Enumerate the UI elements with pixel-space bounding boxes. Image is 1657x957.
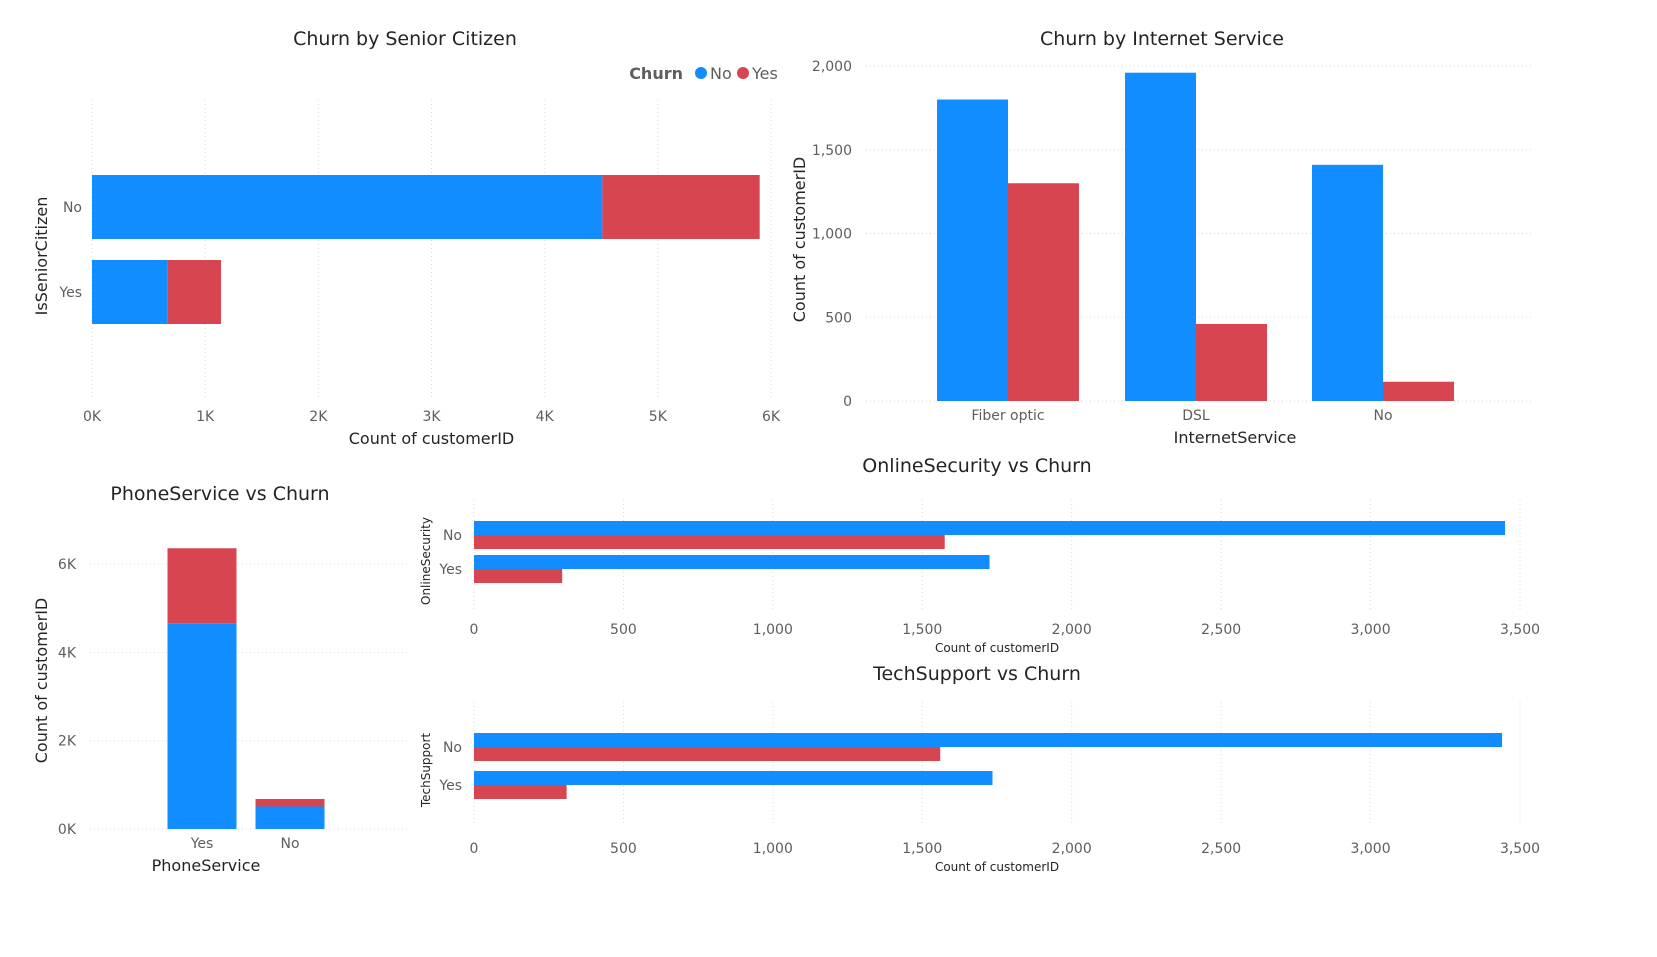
y-tick-label: 6K (58, 557, 77, 573)
bar-dsl-no[interactable] (1125, 72, 1196, 401)
y-tick-label: No (63, 200, 82, 216)
x-axis-label: Count of customerID (935, 641, 1059, 655)
x-tick-label: Yes (190, 836, 214, 852)
bar-no-yes[interactable] (255, 798, 325, 807)
legend-marker-yes (737, 67, 749, 79)
chart-security: OnlineSecurity vs Churn 0 500 1,000 1,500 2,0… (419, 455, 1540, 655)
x-axis-label: Count of customerID (935, 860, 1059, 874)
x-tick-label: 5K (649, 409, 668, 425)
x-axis-label: PhoneService (152, 856, 261, 875)
x-tick-label: 6K (762, 409, 781, 425)
bar-yes-yes[interactable] (474, 569, 563, 583)
legend-label-no: No (710, 64, 732, 83)
y-tick-label: No (443, 740, 462, 756)
bar-no-yes[interactable] (1383, 381, 1454, 401)
legend-title: Churn (629, 64, 683, 83)
legend: Churn No Yes (629, 64, 778, 83)
legend-label-yes: Yes (751, 64, 778, 83)
chart-title: Churn by Internet Service (1040, 28, 1284, 50)
y-tick-label: No (443, 528, 462, 544)
x-tick-label: No (1373, 408, 1392, 424)
x-tick-label: 1,000 (753, 841, 793, 857)
x-axis-label: InternetService (1174, 428, 1297, 447)
x-tick-label: 4K (536, 409, 555, 425)
x-tick-label: 500 (610, 841, 637, 857)
chart-internet: Churn by Internet Service 0 500 1,000 1,500 2… (790, 28, 1532, 447)
bar-no-no[interactable] (1312, 164, 1383, 401)
bar-no-yes[interactable] (474, 535, 945, 549)
x-tick-label: 2K (309, 409, 328, 425)
chart-title: TechSupport vs Churn (872, 663, 1081, 685)
x-tick-label: 3,000 (1351, 622, 1391, 638)
y-tick-label: 2,000 (812, 59, 852, 75)
x-tick-label: DSL (1182, 408, 1210, 424)
chart-title: Churn by Senior Citizen (293, 28, 517, 50)
x-tick-label: No (280, 836, 299, 852)
bar-yes-no[interactable] (474, 771, 993, 785)
y-tick-label: Yes (438, 778, 462, 794)
bar-no-no[interactable] (474, 733, 1503, 747)
y-tick-label: 0 (843, 394, 852, 410)
x-tick-label: 500 (610, 622, 637, 638)
bar-no-no[interactable] (255, 806, 325, 829)
x-tick-label: 1K (196, 409, 215, 425)
y-axis-label: Count of customerID (32, 598, 51, 764)
bar-yes-yes[interactable] (474, 785, 567, 799)
y-tick-label: 4K (58, 645, 77, 661)
x-tick-label: 0 (470, 841, 479, 857)
bar-no-no[interactable] (92, 175, 603, 239)
y-axis-label: OnlineSecurity (419, 517, 433, 605)
bar-yes-yes[interactable] (167, 548, 237, 624)
x-tick-label: 3,000 (1351, 841, 1391, 857)
x-tick-label: 3,500 (1500, 622, 1540, 638)
chart-title: OnlineSecurity vs Churn (862, 455, 1091, 477)
y-axis-label: TechSupport (419, 733, 433, 809)
x-tick-label: 1,500 (902, 622, 942, 638)
y-axis-label: Count of customerID (790, 157, 809, 323)
bar-dsl-yes[interactable] (1196, 323, 1267, 401)
bar-no-no[interactable] (474, 521, 1506, 535)
y-tick-label: Yes (58, 285, 82, 301)
y-tick-label: 2K (58, 734, 77, 750)
x-tick-label: 2,500 (1201, 622, 1241, 638)
bar-no-yes[interactable] (602, 175, 760, 239)
chart-techsupport: TechSupport vs Churn 0 500 1,000 1,500 2,000 2… (419, 663, 1540, 874)
y-tick-label: 0K (58, 822, 77, 838)
x-tick-label: Fiber optic (971, 408, 1044, 424)
x-tick-label: 2,500 (1201, 841, 1241, 857)
y-axis-label: IsSeniorCitizen (32, 197, 51, 316)
x-tick-label: 1,000 (753, 622, 793, 638)
bar-no-yes[interactable] (474, 747, 941, 761)
y-tick-label: 500 (825, 310, 852, 326)
bar-yes-yes[interactable] (167, 260, 222, 324)
x-axis-label: Count of customerID (349, 429, 515, 448)
legend-marker-no (695, 67, 707, 79)
y-tick-label: Yes (438, 562, 462, 578)
bar-yes-no[interactable] (92, 260, 168, 324)
x-tick-label: 1,500 (902, 841, 942, 857)
chart-phone: PhoneService vs Churn 0K 2K 4K 6K PhoneServic… (32, 483, 410, 875)
bar-yes-no[interactable] (474, 555, 990, 569)
chart-senior: Churn by Senior Citizen 0K 1K 2K 3K 4K 5K 6K Cou… (32, 28, 781, 448)
y-tick-label: 1,000 (812, 227, 852, 243)
x-tick-label: 0 (470, 622, 479, 638)
x-tick-label: 0K (83, 409, 102, 425)
x-tick-label: 2,000 (1052, 841, 1092, 857)
bar-fiber-optic-yes[interactable] (1008, 183, 1079, 401)
x-tick-label: 3K (422, 409, 441, 425)
x-tick-label: 2,000 (1052, 622, 1092, 638)
y-tick-label: 1,500 (812, 143, 852, 159)
chart-title: PhoneService vs Churn (110, 483, 329, 505)
bar-fiber-optic-no[interactable] (937, 99, 1008, 402)
bar-yes-no[interactable] (167, 623, 237, 829)
x-tick-label: 3,500 (1500, 841, 1540, 857)
